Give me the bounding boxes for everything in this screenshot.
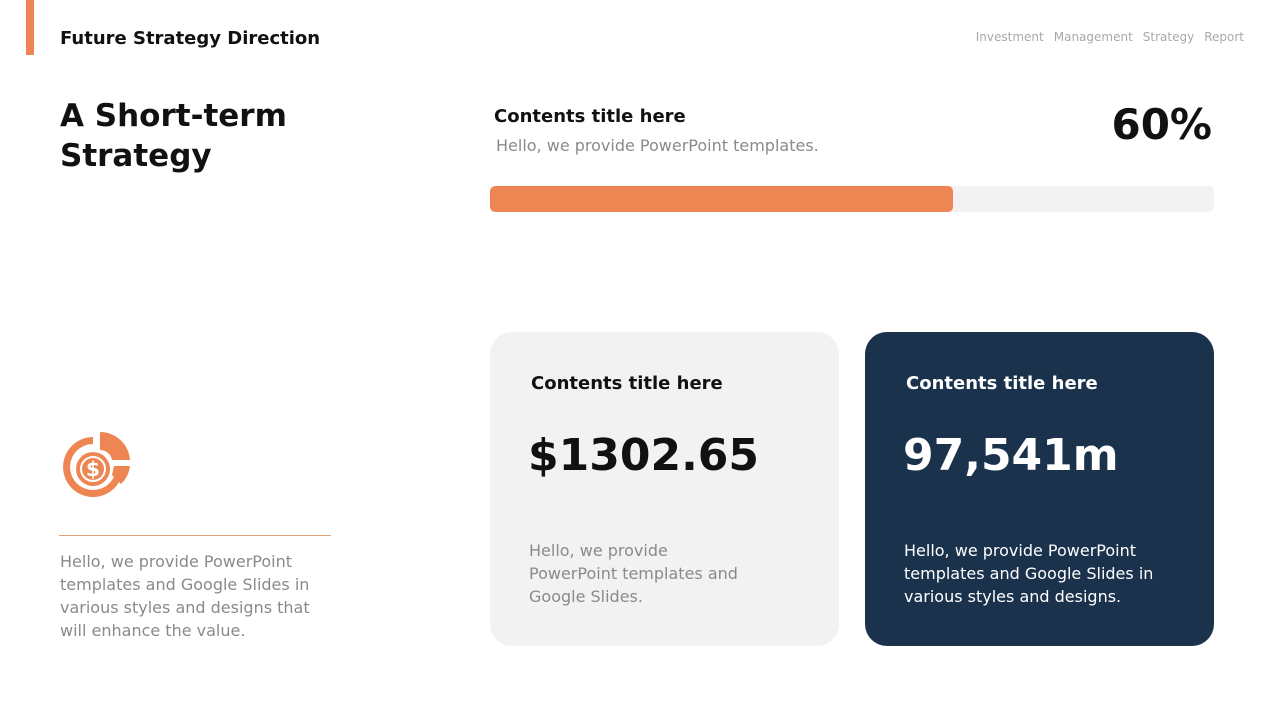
progress-title: Contents title here bbox=[494, 106, 686, 127]
svg-text:$: $ bbox=[86, 457, 100, 481]
progress-bar-fill bbox=[490, 186, 954, 212]
card-description: Hello, we provide PowerPoint templates a… bbox=[904, 541, 1154, 606]
left-description: Hello, we provide PowerPoint templates a… bbox=[60, 552, 310, 640]
card-value: 97,541m bbox=[903, 430, 1119, 481]
stat-card-dark: Contents title here 97,541m Hello, we pr… bbox=[865, 332, 1214, 646]
stat-card-light: Contents title here $1302.65 Hello, we p… bbox=[490, 332, 839, 646]
progress-percent: 60% bbox=[1111, 100, 1212, 149]
left-divider bbox=[59, 535, 331, 536]
nav-item-management[interactable]: Management bbox=[1053, 30, 1133, 44]
main-heading: A Short-term Strategy bbox=[60, 98, 287, 174]
top-nav: Investment Management Strategy Report bbox=[976, 30, 1244, 44]
nav-item-report[interactable]: Report bbox=[1204, 30, 1244, 44]
progress-subtitle: Hello, we provide PowerPoint templates. bbox=[496, 136, 819, 155]
card-value: $1302.65 bbox=[528, 430, 760, 481]
nav-item-strategy[interactable]: Strategy bbox=[1142, 30, 1195, 44]
card-title: Contents title here bbox=[531, 373, 723, 394]
page-header-title: Future Strategy Direction bbox=[60, 28, 321, 49]
dollar-pie-chart-icon: $ bbox=[60, 430, 134, 504]
header-accent-bar bbox=[26, 0, 34, 55]
card-description: Hello, we provide PowerPoint templates a… bbox=[529, 541, 738, 606]
nav-item-investment[interactable]: Investment bbox=[975, 30, 1044, 44]
card-title: Contents title here bbox=[906, 373, 1098, 394]
progress-bar-track bbox=[490, 186, 1214, 212]
